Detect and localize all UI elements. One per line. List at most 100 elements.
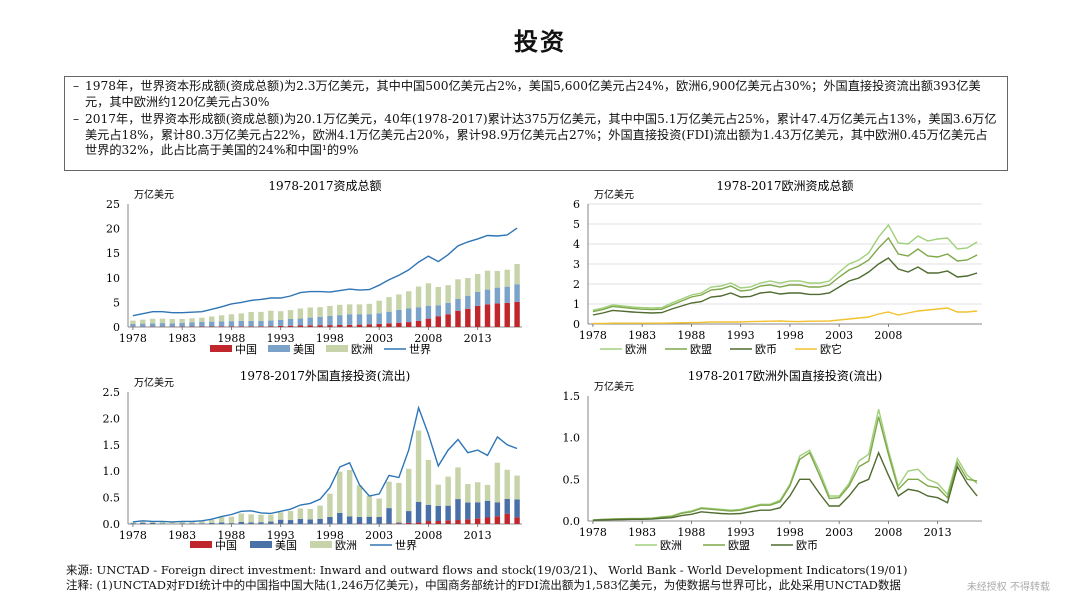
bar-欧洲 xyxy=(199,317,205,322)
chart-svg: 1978-2017欧洲外国直接投资(流出) 万亿美元 0.0 0.5 1.0 1.5 197… xyxy=(563,368,982,552)
bar-欧洲 xyxy=(494,462,501,503)
bar-美国 xyxy=(199,321,205,327)
bar-中国 xyxy=(465,519,471,524)
bar-中国 xyxy=(406,522,412,524)
bar-美国 xyxy=(248,522,254,524)
bar-美国 xyxy=(130,323,136,327)
y-tick-label: 1.0 xyxy=(103,465,121,478)
y-tick-label: 0.5 xyxy=(563,473,581,486)
bar-欧洲 xyxy=(169,319,176,324)
bar-欧洲 xyxy=(130,320,136,324)
bar-欧洲 xyxy=(248,311,254,321)
bar-欧洲 xyxy=(149,521,156,523)
y-tick-label: 1 xyxy=(573,298,580,311)
chart-world-gross-capital-formation: 1978-2017资成总额 万亿美元 0 5 10 15 20 25 1978 1983 1988 1… xyxy=(90,176,530,362)
bar-美国 xyxy=(149,522,156,524)
bar-中国 xyxy=(307,325,313,327)
bar-欧洲 xyxy=(130,522,136,524)
x-tick-label: 2013 xyxy=(924,526,952,539)
y-tick-label: 1.0 xyxy=(563,432,581,445)
bar-美国 xyxy=(425,305,432,319)
bar-中国 xyxy=(425,521,432,524)
y-tick-label: 3 xyxy=(573,258,580,271)
chart-title: 1978-2017外国直接投资(流出) xyxy=(240,368,411,383)
y-tick-label: 25 xyxy=(106,198,120,211)
y-tick-label: 1.5 xyxy=(563,390,581,403)
legend-label: 美国 xyxy=(275,539,297,552)
y-tick-label: 15 xyxy=(106,247,120,260)
legend-label: 世界 xyxy=(409,343,431,356)
y-tick-label: 5 xyxy=(573,218,580,231)
bar-欧洲 xyxy=(386,297,392,312)
bar-欧洲 xyxy=(494,270,501,288)
bar-欧洲 xyxy=(307,307,313,318)
legend-label: 中国 xyxy=(235,343,257,356)
bar-中国 xyxy=(514,301,520,327)
bar-中国 xyxy=(415,522,422,524)
bar-美国 xyxy=(287,318,294,326)
bar-欧洲 xyxy=(455,467,461,500)
bar-欧洲 xyxy=(474,482,481,503)
bar-美国 xyxy=(287,520,294,524)
x-tick-label: 1978 xyxy=(119,332,147,345)
legend-label: 欧币 xyxy=(755,343,777,356)
bar-美国 xyxy=(159,323,166,327)
x-tick-label: 1983 xyxy=(168,332,196,345)
bar-中国 xyxy=(396,322,402,327)
x-tick-label: 2003 xyxy=(825,526,853,539)
bar-中国 xyxy=(376,323,382,327)
bar-美国 xyxy=(130,523,136,524)
bar-美国 xyxy=(317,316,323,326)
bar-美国 xyxy=(494,502,501,517)
bar-美国 xyxy=(337,512,343,524)
bar-欧洲 xyxy=(189,521,195,524)
bar-中国 xyxy=(386,323,392,327)
bar-中国 xyxy=(425,318,432,327)
bar-中国 xyxy=(238,326,244,327)
series-line-欧币 xyxy=(592,450,978,521)
bar-中国 xyxy=(356,324,363,327)
bar-美国 xyxy=(494,287,501,304)
y-tick-label: 20 xyxy=(106,223,120,236)
bar-美国 xyxy=(474,291,481,306)
x-tick-label: 2003 xyxy=(825,329,853,342)
y-tick-label: 0.0 xyxy=(103,518,121,531)
bar-中国 xyxy=(199,326,205,327)
bar-美国 xyxy=(327,315,333,326)
bar-美国 xyxy=(474,502,481,519)
legend-swatch xyxy=(326,345,348,352)
bar-美国 xyxy=(209,522,215,524)
bar-欧洲 xyxy=(179,521,185,524)
legend-label: 中国 xyxy=(215,539,237,552)
bar-欧洲 xyxy=(415,286,422,308)
bar-美国 xyxy=(406,308,412,323)
bar-欧洲 xyxy=(209,316,215,322)
bar-美国 xyxy=(258,320,264,327)
bar-欧洲 xyxy=(346,469,353,517)
bar-欧洲 xyxy=(159,318,166,324)
bar-欧洲 xyxy=(337,304,343,316)
bar-美国 xyxy=(307,317,313,326)
legend-label: 欧洲 xyxy=(625,343,647,356)
bar-欧洲 xyxy=(386,481,392,509)
summary-bullet-1978: 1978年，世界资本形成额(资成总额)为2.3万亿美元，其中中国500亿美元占2… xyxy=(73,79,997,110)
bar-美国 xyxy=(297,519,304,524)
legend-label: 欧洲 xyxy=(335,539,357,552)
legend-label: 世界 xyxy=(395,539,417,552)
bar-欧洲 xyxy=(297,308,304,319)
bar-欧洲 xyxy=(465,484,471,503)
x-tick-label: 1983 xyxy=(168,529,196,542)
bar-欧洲 xyxy=(346,304,353,315)
bar-中国 xyxy=(327,325,333,327)
bar-欧洲 xyxy=(445,285,451,303)
bar-中国 xyxy=(474,518,481,524)
bar-欧洲 xyxy=(337,471,343,513)
bar-欧洲 xyxy=(209,519,215,523)
bar-欧洲 xyxy=(258,311,264,321)
bar-中国 xyxy=(297,325,304,327)
bar-欧洲 xyxy=(287,310,294,319)
bar-欧洲 xyxy=(277,512,284,520)
bar-美国 xyxy=(307,519,313,524)
y-tick-label: 10 xyxy=(106,272,120,285)
x-tick-label: 1983 xyxy=(628,526,656,539)
